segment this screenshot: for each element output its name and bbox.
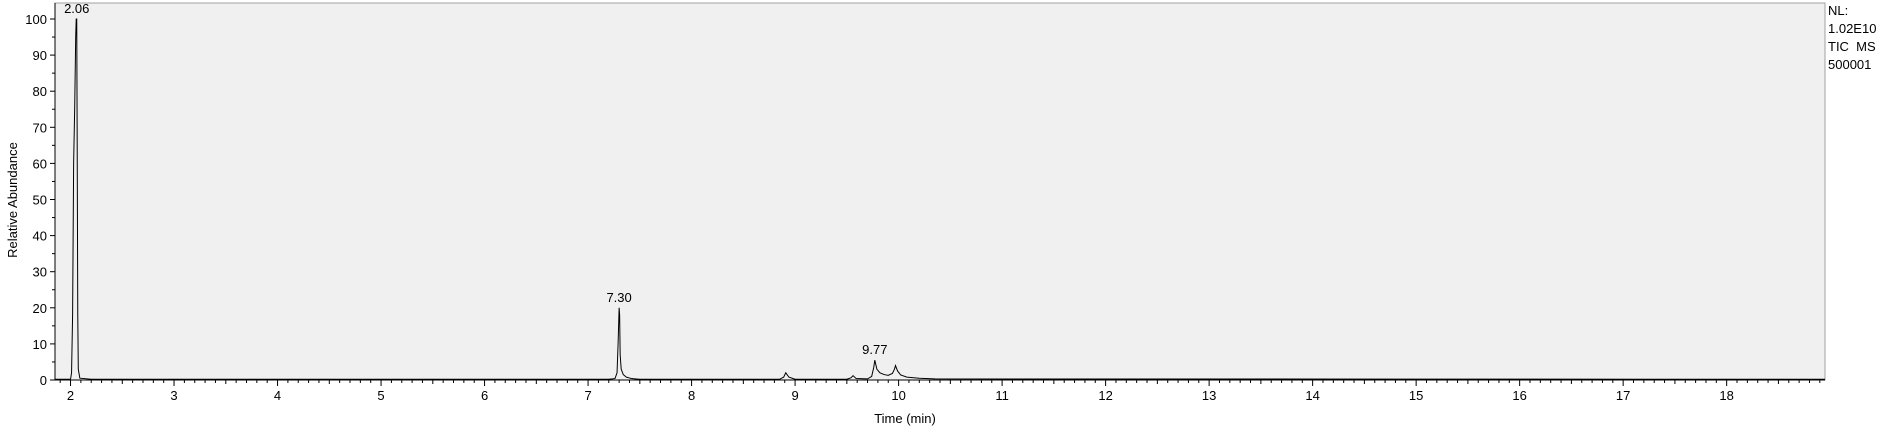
- y-tick-label: 50: [33, 193, 47, 208]
- peak-label: 9.77: [862, 342, 887, 357]
- x-axis: 2 3 4 5 6 7 8 9 10 11 12 13 14 15 16 17 18: [55, 379, 1825, 403]
- x-tick-label: 11: [995, 388, 1009, 403]
- peak-label: 2.06: [64, 1, 89, 16]
- y-tick-label: 40: [33, 229, 47, 244]
- y-tick-label: 0: [40, 373, 47, 388]
- x-tick-label: 2: [67, 388, 74, 403]
- peak-label: 7.30: [606, 290, 631, 305]
- x-tick-label: 18: [1719, 388, 1733, 403]
- x-tick-label: 6: [481, 388, 488, 403]
- x-tick-label: 14: [1305, 388, 1319, 403]
- info-line: 1.02E10: [1828, 21, 1877, 36]
- y-tick-label: 90: [33, 48, 47, 63]
- x-tick-label: 5: [377, 388, 384, 403]
- y-tick-label: 20: [33, 301, 47, 316]
- x-tick-label: 13: [1202, 388, 1216, 403]
- peak-labels: 2.06 7.30 9.77: [64, 1, 887, 357]
- y-axis: 0 10 20 30 40 50 60 70 80 90 100: [25, 3, 56, 388]
- tic-trace: [55, 18, 1826, 380]
- y-tick-label: 30: [33, 265, 47, 280]
- plot-area: [54, 2, 1826, 381]
- y-tick-label: 10: [33, 337, 47, 352]
- x-tick-label: 17: [1616, 388, 1630, 403]
- info-line: 500001: [1828, 57, 1872, 72]
- y-tick-label: 100: [25, 12, 47, 27]
- y-tick-label: 70: [33, 120, 47, 135]
- x-tick-label: 8: [688, 388, 695, 403]
- y-tick-label: 80: [33, 84, 47, 99]
- x-tick-label: 15: [1409, 388, 1423, 403]
- x-tick-label: 16: [1512, 388, 1526, 403]
- x-tick-label: 7: [584, 388, 591, 403]
- x-tick-label: 9: [791, 388, 798, 403]
- info-line: TIC MS: [1828, 39, 1876, 54]
- x-tick-label: 3: [170, 388, 177, 403]
- y-axis-title: Relative Abundance: [5, 142, 20, 258]
- x-tick-label: 12: [1098, 388, 1112, 403]
- normalization-info: NL: 1.02E10 TIC MS 500001: [1828, 2, 1876, 74]
- info-line: NL:: [1828, 3, 1849, 18]
- x-tick-label: 4: [274, 388, 281, 403]
- x-tick-label: 10: [891, 388, 905, 403]
- y-tick-label: 60: [33, 156, 47, 171]
- x-axis-title: Time (min): [874, 411, 936, 426]
